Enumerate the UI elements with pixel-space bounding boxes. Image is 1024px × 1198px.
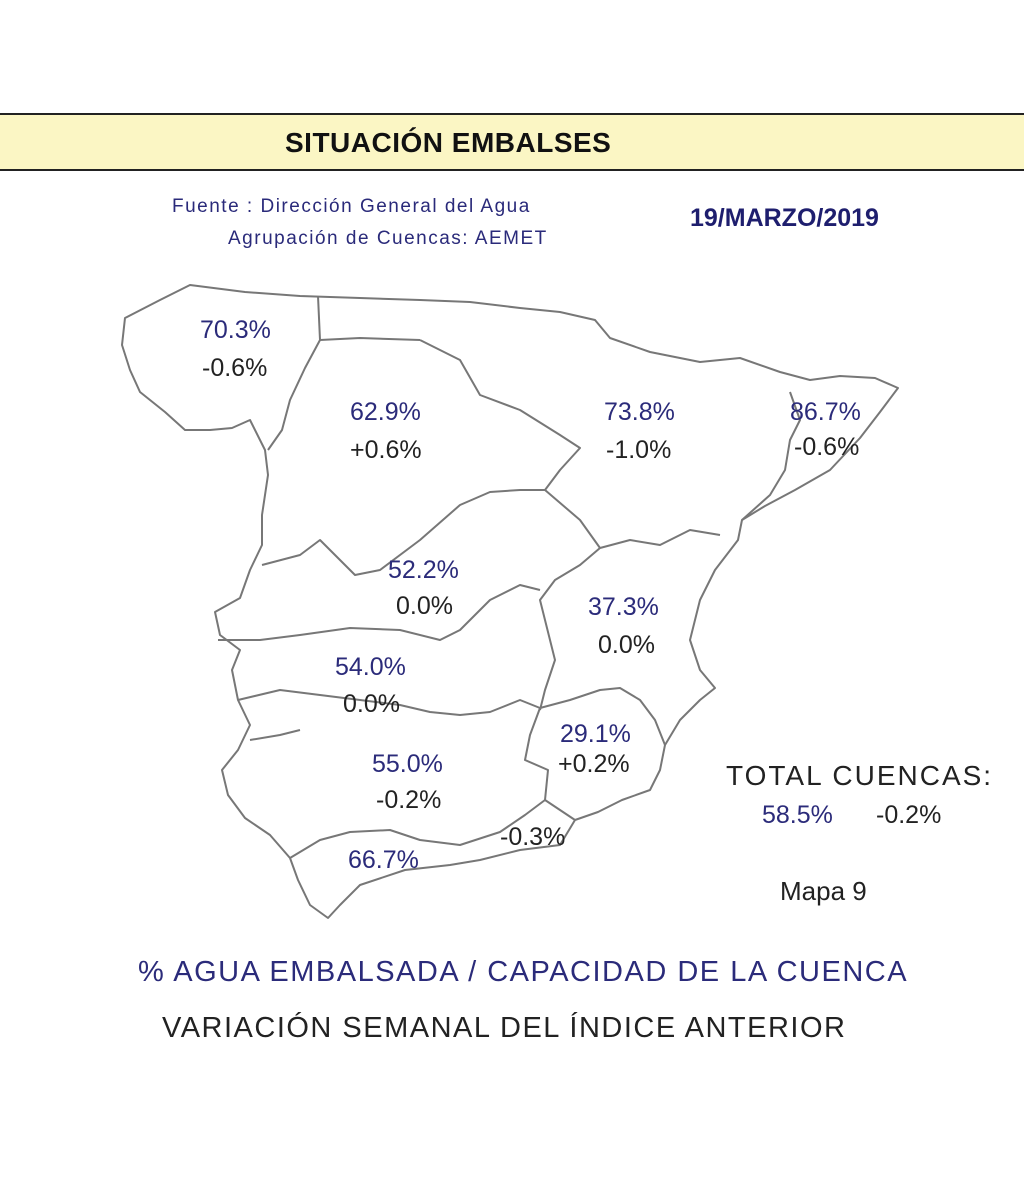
region-percent: 62.9% — [350, 398, 421, 426]
source-line-2: Agrupación de Cuencas: AEMET — [228, 228, 548, 249]
region-variation: 0.0% — [396, 592, 453, 620]
region-percent: 70.3% — [200, 316, 271, 344]
page-title: SITUACIÓN EMBALSES — [285, 127, 612, 158]
basin-border — [319, 337, 421, 341]
total-percent: 58.5% — [762, 801, 833, 829]
basin-border — [741, 391, 801, 521]
basin-border — [419, 339, 581, 491]
legend-percent: % AGUA EMBALSADA / CAPACIDAD DE LA CUENC… — [138, 956, 909, 988]
peninsula-outline — [121, 284, 899, 919]
region-percent: 52.2% — [388, 556, 459, 584]
basin-border — [261, 489, 601, 576]
total-title: TOTAL CUENCAS: — [726, 760, 994, 791]
basin-border — [524, 707, 576, 821]
basin-border — [599, 529, 721, 549]
source-line-1: Fuente : Dirección General del Agua — [172, 196, 531, 217]
region-percent: 73.8% — [604, 398, 675, 426]
legend-variation: VARIACIÓN SEMANAL DEL ÍNDICE ANTERIOR — [162, 1012, 847, 1044]
region-percent: 66.7% — [348, 846, 419, 874]
total-variation: -0.2% — [876, 801, 942, 829]
basin-border — [289, 799, 546, 859]
region-variation: -0.6% — [202, 354, 267, 382]
region-percent: 54.0% — [335, 653, 406, 681]
basin-border — [249, 729, 301, 741]
map-number: Mapa 9 — [780, 876, 867, 906]
region-variation: -0.2% — [376, 786, 441, 814]
basin-border — [539, 687, 666, 746]
basin-border — [267, 295, 321, 451]
region-variation: -0.3% — [500, 823, 565, 851]
region-percent: 29.1% — [560, 720, 631, 748]
basin-border — [237, 689, 541, 716]
region-variation: -1.0% — [606, 436, 671, 464]
basin-border — [539, 547, 601, 711]
region-variation: 0.0% — [598, 631, 655, 659]
region-variation: -0.6% — [794, 433, 859, 461]
region-variation: 0.0% — [343, 690, 400, 718]
region-variation: +0.6% — [350, 436, 422, 464]
title-banner: SITUACIÓN EMBALSES — [0, 113, 1024, 171]
region-variation: +0.2% — [558, 750, 630, 778]
region-percent: 37.3% — [588, 593, 659, 621]
region-percent: 86.7% — [790, 398, 861, 426]
basin-border — [218, 584, 541, 641]
region-percent: 55.0% — [372, 750, 443, 778]
report-date: 19/MARZO/2019 — [690, 204, 879, 232]
